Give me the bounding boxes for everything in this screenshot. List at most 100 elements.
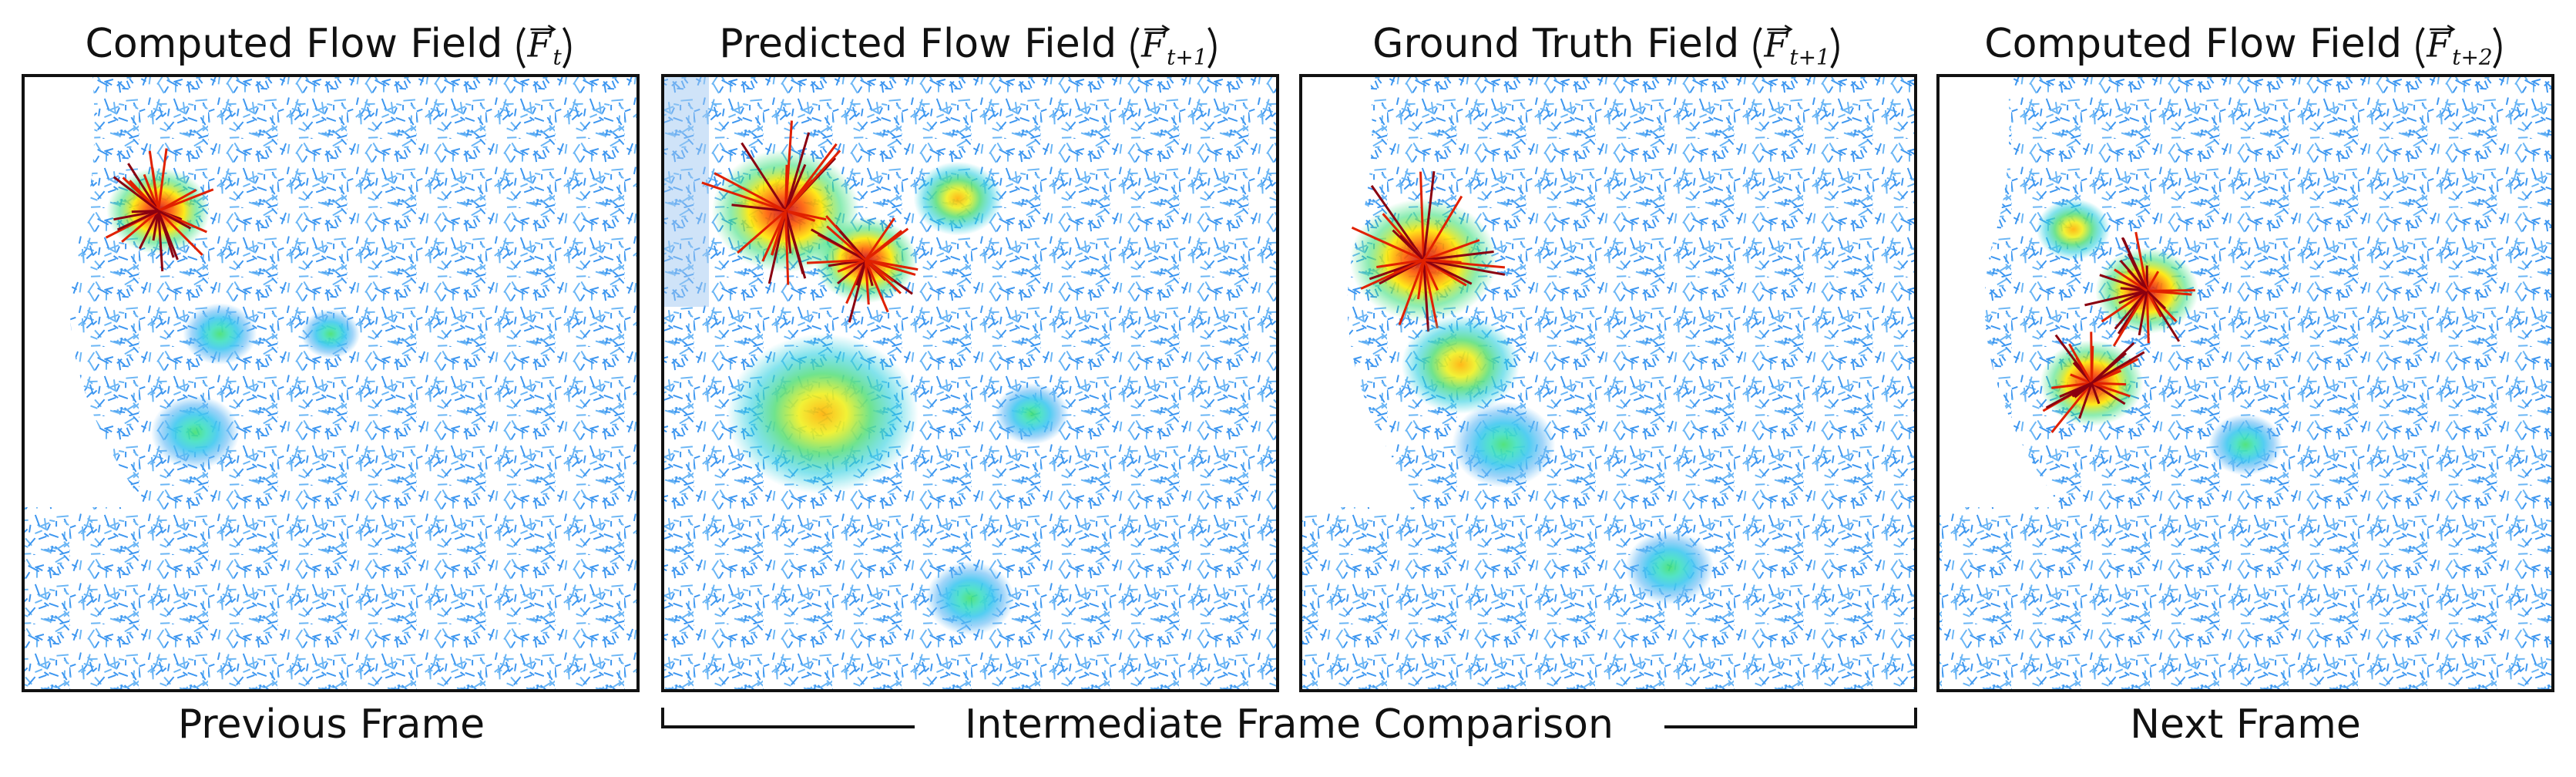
streak xyxy=(810,228,867,261)
dense-region xyxy=(663,76,709,307)
streak xyxy=(784,143,838,212)
streak xyxy=(116,210,160,231)
streak xyxy=(143,173,160,212)
streak xyxy=(826,225,867,261)
paren xyxy=(1130,27,1140,69)
title-text: Ground Truth Field xyxy=(1372,21,1739,67)
vector-arrow xyxy=(1144,24,1170,35)
caption: Previous Frame xyxy=(178,701,485,748)
streak xyxy=(1423,239,1480,261)
streak xyxy=(701,181,787,212)
streak xyxy=(785,210,827,221)
hotspot xyxy=(150,395,240,469)
streak xyxy=(2091,382,2127,386)
streak xyxy=(1422,259,1439,291)
title-subscript: t xyxy=(552,45,562,70)
streak xyxy=(151,167,160,211)
streak xyxy=(714,172,787,212)
streak xyxy=(2114,268,2148,292)
paren xyxy=(1207,27,1217,69)
caption: Intermediate Frame Comparison xyxy=(965,701,1614,748)
hotspot xyxy=(183,303,257,365)
streak xyxy=(2146,290,2167,310)
streak xyxy=(837,259,866,273)
hotspot xyxy=(1401,315,1520,414)
hotspot xyxy=(726,334,919,494)
title-symbol: F xyxy=(1140,26,1166,66)
streak xyxy=(1351,226,1425,261)
streak xyxy=(1416,260,1426,300)
paren xyxy=(1753,27,1762,69)
streak xyxy=(152,210,160,241)
streak xyxy=(2091,345,2094,384)
streak xyxy=(731,204,786,213)
streak xyxy=(157,210,175,258)
streak xyxy=(2146,290,2162,318)
streak xyxy=(1423,258,1506,276)
streak xyxy=(1422,260,1439,329)
streak xyxy=(131,210,159,214)
title-subscript: t+1 xyxy=(1789,45,1830,70)
hotspot xyxy=(1625,530,1715,605)
paren xyxy=(562,27,572,69)
title-text: Computed Flow Field xyxy=(1984,21,2402,67)
streak xyxy=(806,258,866,264)
streak xyxy=(2059,382,2093,398)
streak xyxy=(1376,258,1424,268)
streak xyxy=(865,258,916,276)
streak xyxy=(1423,250,1494,261)
streak xyxy=(2091,382,2126,405)
hotspot xyxy=(2036,198,2111,261)
streak xyxy=(2147,289,2192,296)
streak xyxy=(2146,271,2160,292)
streak xyxy=(865,259,895,282)
streak xyxy=(2120,287,2148,292)
streak xyxy=(865,217,895,261)
streak xyxy=(2091,352,2128,385)
hotspot xyxy=(1452,401,1556,488)
streak xyxy=(2119,260,2148,292)
streak xyxy=(1423,258,1462,264)
streak xyxy=(784,132,811,211)
streak xyxy=(2134,231,2148,291)
streak xyxy=(157,210,192,230)
streak xyxy=(2099,274,2148,292)
streak xyxy=(2084,289,2148,307)
panel-border xyxy=(1936,74,2554,692)
streak xyxy=(784,120,793,211)
streak xyxy=(2112,290,2148,347)
streak xyxy=(741,142,787,212)
streak xyxy=(127,163,160,212)
hotspot xyxy=(2208,413,2282,476)
streak xyxy=(113,210,159,221)
streak xyxy=(848,260,867,323)
streak xyxy=(138,210,160,250)
title-subscript: t+1 xyxy=(1167,45,1207,70)
bracket-right xyxy=(1664,708,1917,728)
title-subscript: t+2 xyxy=(2452,45,2493,70)
streak xyxy=(2050,382,2093,433)
empty-region xyxy=(1938,76,2061,507)
streak xyxy=(2138,291,2148,336)
title-symbol: F xyxy=(1763,26,1788,66)
streak xyxy=(2091,382,2101,405)
caption: Next Frame xyxy=(2130,701,2361,748)
panel-border xyxy=(1299,74,1917,692)
streak xyxy=(771,210,788,256)
streak xyxy=(1419,171,1426,261)
streak xyxy=(2118,289,2148,304)
streak xyxy=(157,210,203,256)
title-symbol: F xyxy=(526,26,552,66)
hotspot xyxy=(925,561,1015,636)
title-text: Computed Flow Field xyxy=(86,21,503,67)
flow-field xyxy=(1938,76,2553,691)
flow-field xyxy=(1301,76,1916,691)
streak xyxy=(864,260,870,305)
streak xyxy=(157,148,168,211)
vector-arrow xyxy=(2430,24,2456,35)
streak xyxy=(865,227,909,261)
